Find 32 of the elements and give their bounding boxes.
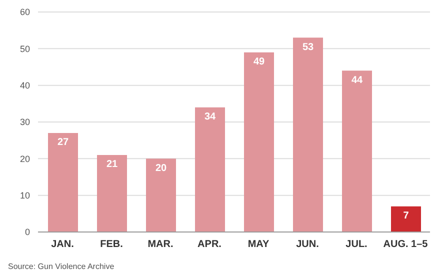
- x-tick-label: AUG. 1–5: [383, 239, 428, 250]
- y-tick-label: 0: [24, 227, 30, 238]
- data-label: 7: [403, 210, 410, 222]
- bar: [293, 38, 323, 232]
- x-tick-label: JUL.: [346, 239, 368, 250]
- bar: [391, 206, 421, 232]
- source-note: Source: Gun Violence Archive: [8, 262, 114, 271]
- y-tick-label: 40: [20, 80, 30, 91]
- y-tick-label: 60: [20, 7, 30, 18]
- bar: [97, 155, 127, 232]
- x-tick-label: JUN.: [296, 239, 320, 250]
- data-label: 34: [204, 111, 216, 122]
- y-tick-label: 20: [20, 154, 30, 164]
- y-tick-label: 50: [20, 44, 30, 54]
- data-label: 21: [106, 159, 118, 170]
- x-tick-label: FEB.: [100, 239, 124, 250]
- bar: [195, 107, 225, 232]
- bar: [342, 70, 372, 232]
- data-label: 53: [302, 42, 314, 53]
- x-tick-label: MAR.: [148, 239, 174, 250]
- data-label: 49: [253, 56, 265, 68]
- data-label: 20: [155, 162, 167, 174]
- x-tick-label: MAY: [248, 239, 270, 250]
- x-tick-label: APR.: [198, 239, 222, 250]
- y-tick-label: 10: [20, 190, 30, 201]
- data-label: 44: [351, 74, 363, 86]
- y-tick-label: 30: [20, 117, 30, 128]
- data-label: 27: [57, 137, 69, 148]
- bar: [244, 52, 274, 232]
- bar: [48, 133, 78, 232]
- bar: [146, 158, 176, 232]
- x-tick-label: JAN.: [51, 239, 74, 250]
